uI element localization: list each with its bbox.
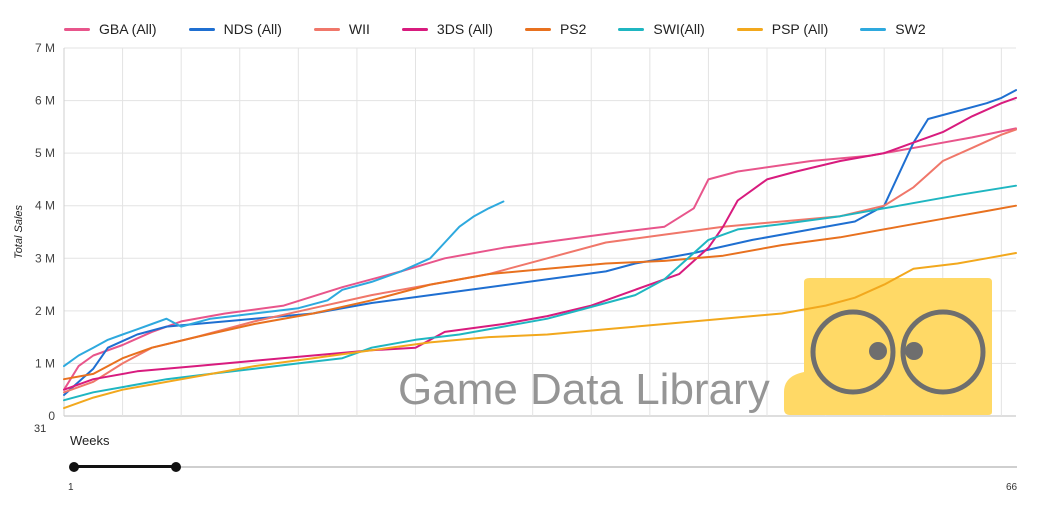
legend-swatch bbox=[736, 27, 763, 31]
y-tick-label: 2 M bbox=[35, 304, 55, 318]
series-line bbox=[63, 127, 1017, 391]
legend-item[interactable]: NDS (All) bbox=[188, 21, 282, 37]
legend-swatch bbox=[860, 27, 887, 31]
legend-label: GBA (All) bbox=[99, 21, 157, 37]
legend-swatch bbox=[618, 27, 645, 31]
y-tick-label: 4 M bbox=[35, 199, 55, 213]
legend-label: PSP (All) bbox=[771, 21, 829, 37]
legend-item[interactable]: GBA (All) bbox=[64, 21, 157, 37]
y-tick-label: 1 M bbox=[35, 356, 55, 370]
legend-item[interactable]: SW2 bbox=[860, 21, 926, 37]
slider-track[interactable] bbox=[74, 466, 1017, 468]
legend-swatch bbox=[401, 27, 428, 31]
slider-selected-range bbox=[74, 465, 176, 468]
legend-item[interactable]: SWI(All) bbox=[618, 21, 705, 37]
legend-label: NDS (All) bbox=[223, 21, 282, 37]
y-tick-label: 5 M bbox=[35, 146, 55, 160]
y-tick-label: 0 bbox=[48, 409, 55, 423]
y-tick-label: 3 M bbox=[35, 251, 55, 265]
slider-handle-max[interactable] bbox=[170, 462, 181, 472]
legend-item[interactable]: WII bbox=[313, 21, 370, 37]
legend-label: PS2 bbox=[559, 21, 587, 37]
series-line bbox=[63, 200, 505, 368]
slider-min-label: 1 bbox=[68, 482, 74, 493]
watermark: Game Data Library bbox=[398, 278, 992, 415]
y-tick-label: 7 M bbox=[35, 41, 55, 55]
series-lines bbox=[63, 89, 1017, 410]
slider-title: Weeks bbox=[70, 433, 110, 448]
legend-item[interactable]: 3DS (All) bbox=[401, 21, 493, 37]
series-line bbox=[63, 89, 1017, 396]
y-tick-label: 6 M bbox=[35, 94, 55, 108]
legend: GBA (All) NDS (All) WII 3DS (All) PS2 SWI(All… bbox=[64, 16, 958, 42]
slider-handle-min[interactable] bbox=[69, 462, 79, 472]
series-line bbox=[63, 204, 1017, 381]
y-axis: 0 1 M 2 M 3 M 4 M 5 M 6 M 7 M bbox=[35, 41, 55, 423]
legend-swatch bbox=[524, 27, 551, 31]
goggles-logo bbox=[784, 278, 992, 415]
legend-label: SWI(All) bbox=[653, 21, 705, 37]
legend-item[interactable]: PS2 bbox=[524, 21, 587, 37]
series-line bbox=[63, 96, 1017, 391]
legend-label: WII bbox=[348, 21, 370, 37]
legend-label: 3DS (All) bbox=[436, 21, 493, 37]
slider-max-label: 66 bbox=[1006, 482, 1018, 493]
legend-item[interactable]: PSP (All) bbox=[736, 21, 829, 37]
legend-label: SW2 bbox=[895, 21, 926, 37]
y-axis-title: Total Sales bbox=[13, 204, 25, 259]
series-line bbox=[63, 252, 1017, 410]
legend-swatch bbox=[313, 27, 340, 31]
legend-swatch bbox=[188, 27, 215, 31]
x-axis-start-label: 31 bbox=[34, 423, 47, 435]
watermark-text: Game Data Library bbox=[398, 365, 770, 414]
legend-swatch bbox=[64, 27, 90, 31]
